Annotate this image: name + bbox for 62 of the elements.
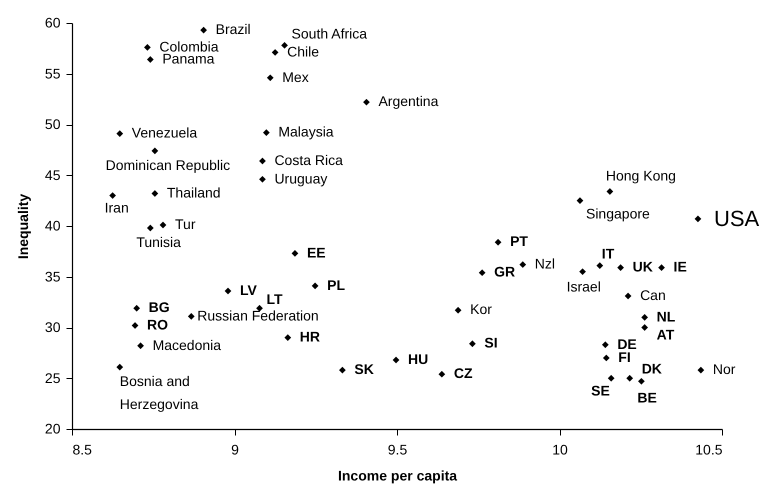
annotation: South Africa <box>292 25 368 42</box>
annotation: Macedonia <box>152 336 222 353</box>
y-tick-label: 25 <box>44 370 61 386</box>
annotation: Iran <box>104 200 129 216</box>
y-tick-label: 50 <box>44 116 61 132</box>
annotation: NL <box>656 308 676 324</box>
y-tick-label: 30 <box>44 319 61 335</box>
annotation: IE <box>674 258 687 275</box>
annotation: Dominican Republic <box>106 156 230 173</box>
x-axis-title: Income per capita <box>338 468 458 484</box>
y-tick-label: 40 <box>44 218 61 234</box>
annotation: Nor <box>712 361 736 378</box>
x-tick-label: 10 <box>552 442 568 458</box>
annotation: BE <box>637 389 657 406</box>
annotation: Thailand <box>166 184 221 201</box>
annotation: SI <box>484 334 498 351</box>
annotation: HU <box>408 350 428 367</box>
annotation: Mex <box>282 68 309 85</box>
annotation: Argentina <box>378 93 439 110</box>
annotation: DK <box>642 360 662 376</box>
annotation: Tunisia <box>136 234 182 250</box>
annotation: BG <box>148 299 170 316</box>
annotation: EE <box>306 244 326 260</box>
annotation: Bosnia and Herzegovina <box>120 373 199 412</box>
annotation: Tur <box>175 216 196 232</box>
y-tick-label: 20 <box>44 420 61 436</box>
annotation: Malaysia <box>278 124 334 140</box>
annotation: Chile <box>287 43 320 60</box>
x-tick-label: 8.5 <box>72 442 92 458</box>
annotation: Uruguay <box>274 170 328 186</box>
annotation: Can <box>640 287 666 304</box>
annotation: UK <box>632 258 653 275</box>
annotation: LT <box>266 291 284 308</box>
annotation: PT <box>510 233 528 250</box>
annotation: Israel <box>566 278 601 295</box>
annotation: HR <box>300 328 320 345</box>
annotation: Kor <box>470 301 492 318</box>
y-tick-label: 45 <box>44 166 61 183</box>
annotation: LV <box>240 282 258 298</box>
annotation: CZ <box>454 365 473 382</box>
x-tick-label: 10.5 <box>695 442 723 458</box>
y-tick-label: 55 <box>44 65 61 82</box>
annotation: SE <box>591 382 610 398</box>
annotation: Hong Kong <box>606 167 676 184</box>
annotation: Russian Federation <box>197 307 319 324</box>
annotation: PL <box>327 276 346 293</box>
annotation: Brazil <box>216 21 251 38</box>
annotation: IT <box>602 246 615 262</box>
x-tick-label: 9 <box>231 442 240 458</box>
y-axis-title: Inequality <box>14 194 31 260</box>
annotation: GR <box>494 264 516 280</box>
annotation: USA <box>714 206 760 231</box>
annotation: Costa Rica <box>274 152 344 168</box>
annotation: SK <box>354 361 374 378</box>
annotation: Singapore <box>586 206 650 222</box>
y-tick-label: 35 <box>44 268 61 284</box>
annotation: AT <box>656 326 675 342</box>
annotation: Nzl <box>534 256 556 272</box>
annotation: RO <box>147 316 168 332</box>
y-tick-label: 60 <box>44 14 61 30</box>
annotation: Venezuela <box>132 124 198 141</box>
x-tick-label: 9.5 <box>388 442 408 458</box>
